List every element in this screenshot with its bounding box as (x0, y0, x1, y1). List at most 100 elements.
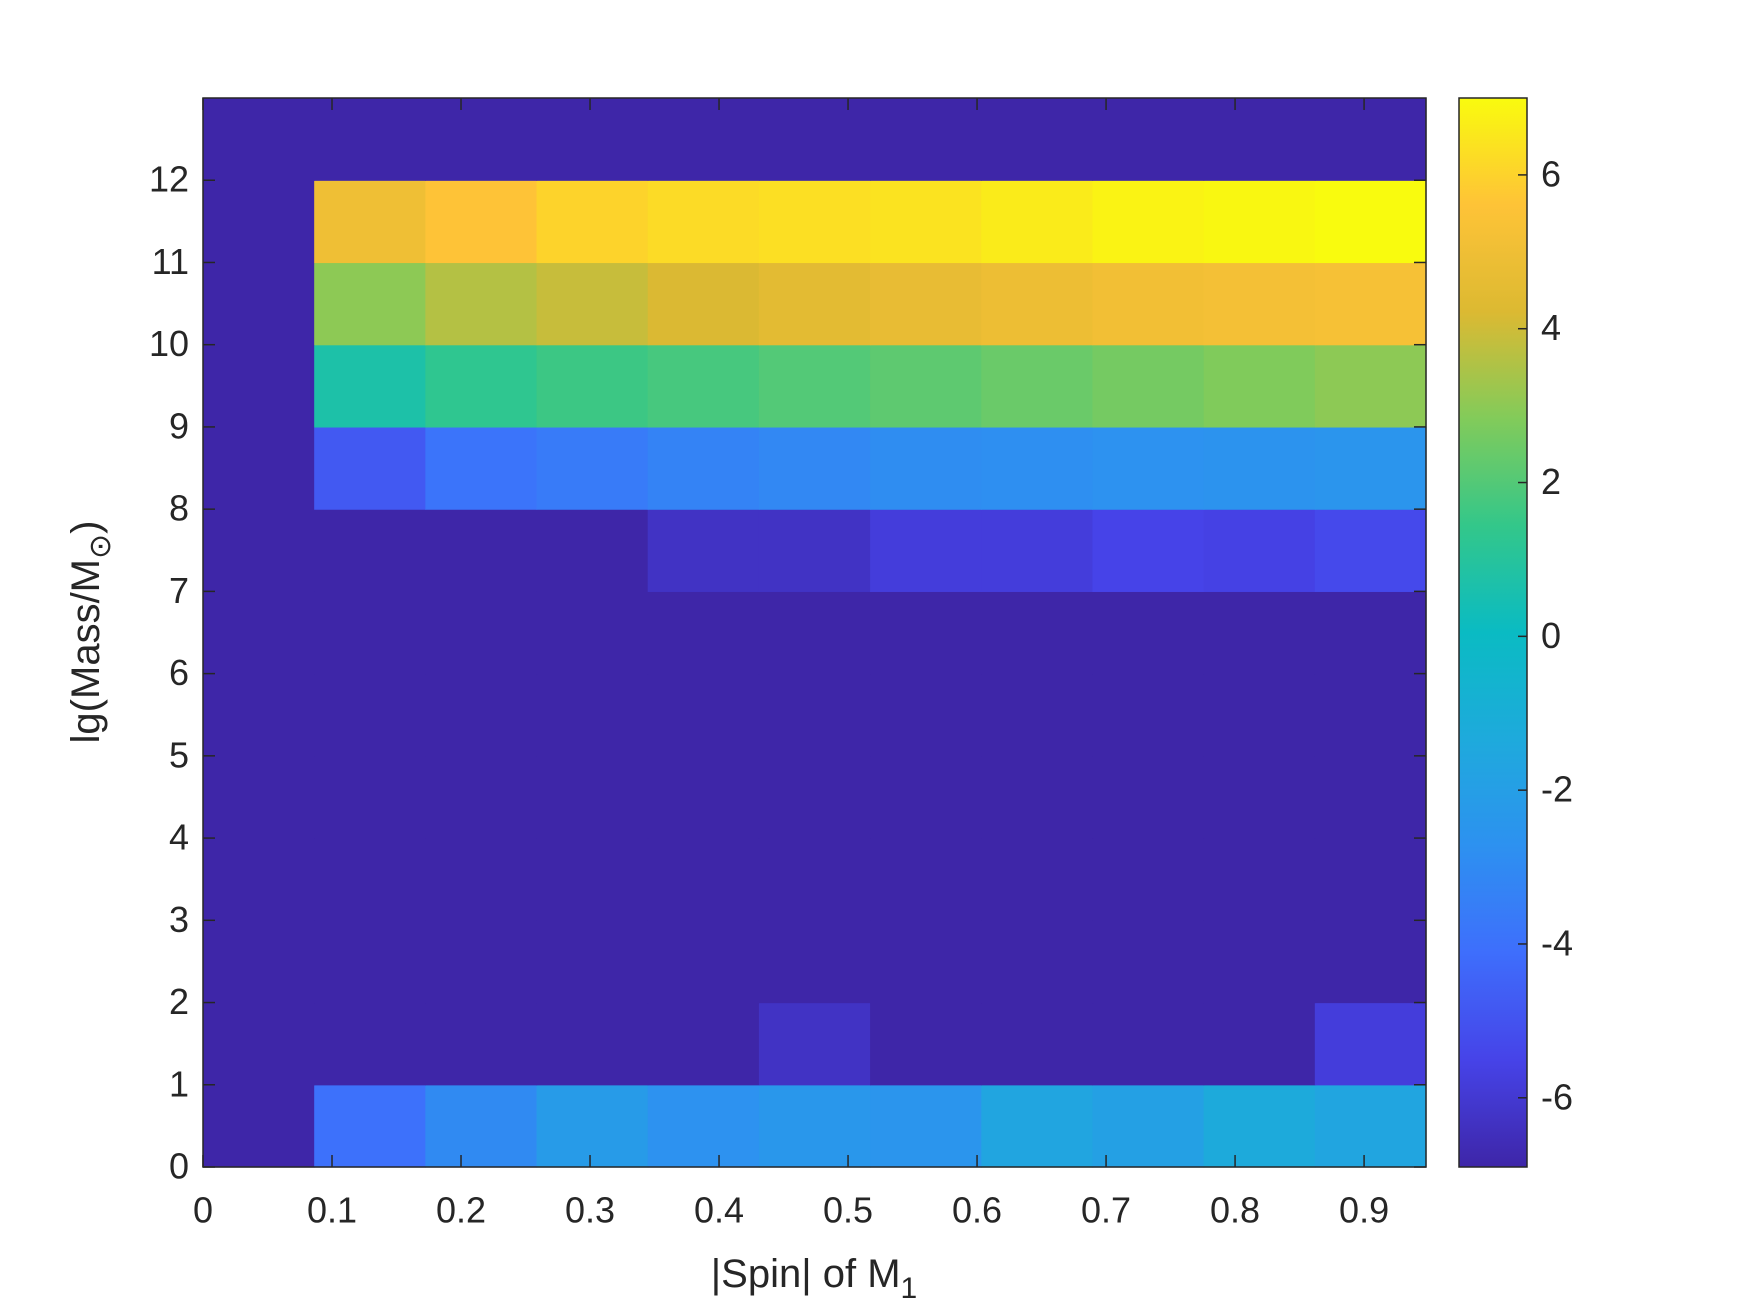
heatmap-cell (1092, 426, 1205, 510)
heatmap-cell (536, 920, 649, 1004)
heatmap-cell (425, 673, 538, 757)
heatmap-cell (203, 98, 315, 181)
heatmap-cell (314, 262, 426, 346)
heatmap-cell (758, 1002, 871, 1086)
heatmap-cell (870, 591, 982, 675)
heatmap-cell (758, 509, 871, 592)
x-tick-label: 0.5 (823, 1190, 873, 1231)
heatmap-cell (647, 98, 760, 181)
heatmap-cell (1092, 180, 1205, 264)
heatmap-cell (1314, 180, 1427, 264)
heatmap-cell (647, 262, 760, 346)
heatmap-cell (647, 1084, 760, 1168)
heatmap-cell (1092, 509, 1205, 592)
y-tick-label: 4 (169, 817, 189, 858)
y-tick-label: 1 (169, 1063, 189, 1104)
heatmap-cell (425, 920, 538, 1004)
heatmap-cell (314, 344, 426, 428)
heatmap-cell (981, 180, 1094, 264)
heatmap-cell (981, 1002, 1094, 1086)
heatmap-cell (647, 673, 760, 757)
heatmap-cell (758, 673, 871, 757)
heatmap-cell (1092, 98, 1205, 181)
heatmap-cell (1092, 1084, 1205, 1168)
y-tick-label: 0 (169, 1146, 189, 1187)
heatmap-cell (1203, 262, 1316, 346)
colorbar-tick-label: 4 (1541, 307, 1561, 348)
heatmap-cell (647, 426, 760, 510)
heatmap-cell (870, 1084, 982, 1168)
heatmap-cell (536, 755, 649, 839)
heatmap-cell (870, 344, 982, 428)
heatmap-cell (758, 344, 871, 428)
heatmap-cell (1314, 509, 1427, 592)
heatmap-cell (536, 262, 649, 346)
heatmap-cell (647, 344, 760, 428)
heatmap-cell (981, 591, 1094, 675)
x-tick-label: 0.8 (1210, 1190, 1260, 1231)
heatmap-cell (1314, 262, 1427, 346)
y-tick-label: 10 (149, 323, 189, 364)
heatmap-cell (981, 344, 1094, 428)
heatmap-cell (203, 673, 315, 757)
heatmap-cell (981, 98, 1094, 181)
heatmap-cell (1203, 98, 1316, 181)
colorbar-tick-label: 6 (1541, 153, 1561, 194)
axes-box (202, 97, 1427, 1168)
heatmap-cell (425, 1002, 538, 1086)
x-tick-label: 0.9 (1339, 1190, 1389, 1231)
heatmap-cell (758, 180, 871, 264)
heatmap-cell (536, 1084, 649, 1168)
heatmap-cell (1203, 838, 1316, 921)
heatmap-cell (758, 838, 871, 921)
heatmap-cell (536, 673, 649, 757)
heatmap-cell (203, 509, 315, 592)
heatmap-cell (203, 838, 315, 921)
heatmap-cell (314, 98, 426, 181)
heatmap-cell (647, 838, 760, 921)
x-tick-label: 0.4 (694, 1190, 744, 1231)
heatmap-cell (1314, 1084, 1427, 1168)
heatmap-cell (870, 262, 982, 346)
heatmap-cell (1092, 838, 1205, 921)
heatmap-cell (425, 98, 538, 181)
heatmap-cell (870, 755, 982, 839)
heatmap-cell (1092, 920, 1205, 1004)
heatmap-cell (870, 509, 982, 592)
heatmap-cell (647, 591, 760, 675)
heatmap-cell (314, 509, 426, 592)
heatmap-cell (981, 426, 1094, 510)
heatmap-cell (425, 262, 538, 346)
y-label-end: ) (64, 521, 108, 534)
y-label-main: lg(Mass/M (64, 559, 108, 743)
heatmap-cell (647, 755, 760, 839)
y-tick-label: 8 (169, 488, 189, 529)
heatmap-cell (870, 180, 982, 264)
heatmap-cell (981, 262, 1094, 346)
x-tick-label: 0.3 (565, 1190, 615, 1231)
heatmap-cell (536, 344, 649, 428)
y-tick-label: 2 (169, 981, 189, 1022)
heatmap-cell (981, 838, 1094, 921)
heatmap-cell (425, 591, 538, 675)
y-tick-label: 9 (169, 405, 189, 446)
heatmap-cell (981, 920, 1094, 1004)
heatmap-cell (870, 98, 982, 181)
heatmap-cell (1092, 755, 1205, 839)
heatmap-cell (1092, 591, 1205, 675)
heatmap-cell (1203, 180, 1316, 264)
heatmap-cell (203, 426, 315, 510)
heatmap-cell (536, 180, 649, 264)
heatmap-cell (1203, 673, 1316, 757)
heatmap-cell (203, 1002, 315, 1086)
heatmap-cell (870, 920, 982, 1004)
heatmap-cell (425, 1084, 538, 1168)
colorbar-tick-label: -4 (1541, 922, 1573, 963)
heatmap-cell (314, 180, 426, 264)
colorbar-tick-label: -2 (1541, 769, 1573, 810)
heatmap-cell (1092, 1002, 1205, 1086)
y-tick-label: 7 (169, 570, 189, 611)
heatmap-cell (758, 591, 871, 675)
heatmap-cell (1314, 344, 1427, 428)
